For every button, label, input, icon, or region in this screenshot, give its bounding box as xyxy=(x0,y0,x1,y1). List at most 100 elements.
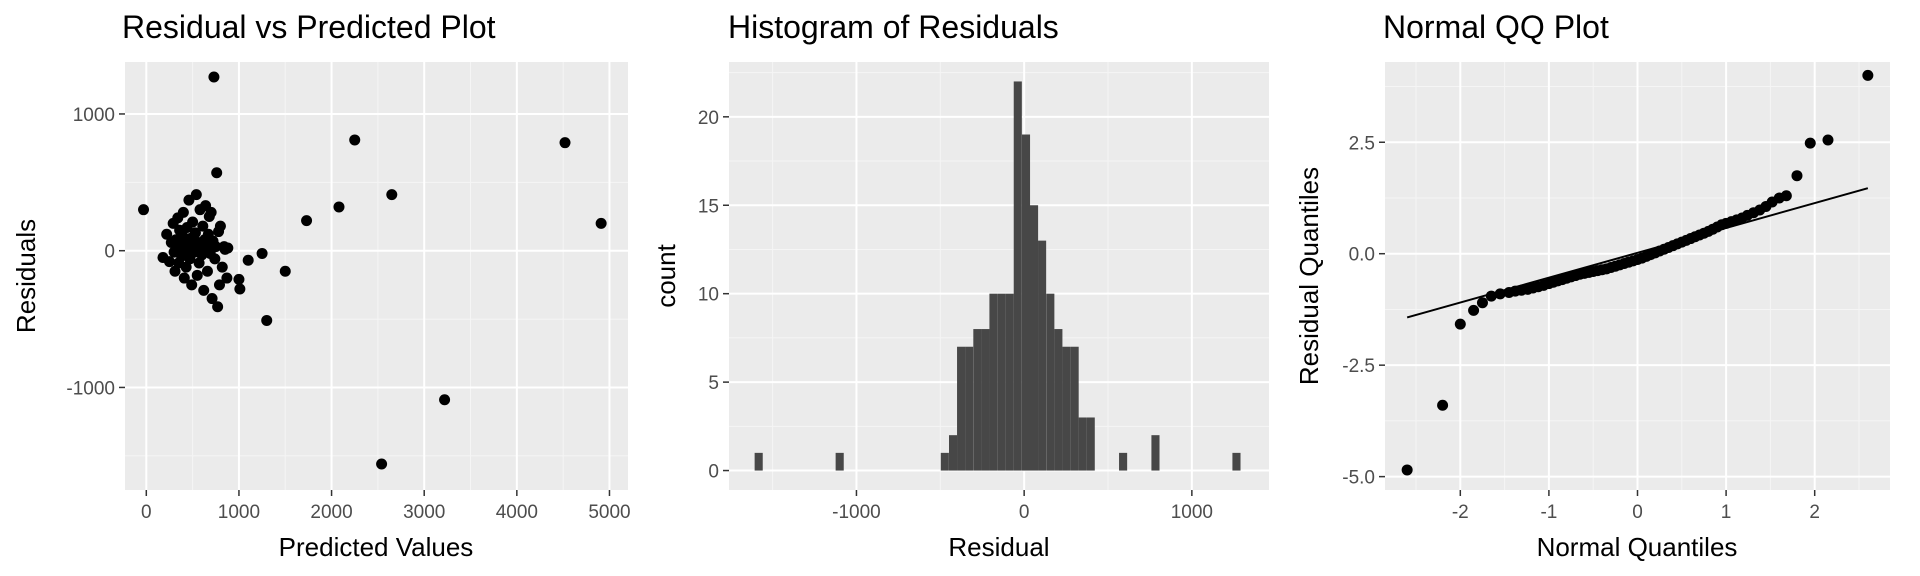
histogram-panel: Histogram of Residuals -1000 0 1000 0 5 10 15 2… xyxy=(651,9,1269,562)
data-point xyxy=(222,242,234,254)
histogram-bar xyxy=(1029,205,1039,471)
grid-lines xyxy=(1385,62,1890,490)
data-point xyxy=(206,293,218,305)
reference-line xyxy=(1406,187,1869,319)
data-point xyxy=(595,217,607,229)
histogram-bar xyxy=(1021,134,1031,471)
tick-marks: -2 -1 0 1 2 -5.0 -2.5 0.0 2.5 xyxy=(1342,133,1820,523)
data-point xyxy=(333,201,345,213)
data-points xyxy=(138,71,607,470)
histogram-bars xyxy=(754,81,1241,471)
x-tick-label: 0 xyxy=(1019,502,1030,523)
x-tick-label: 5000 xyxy=(588,502,630,523)
data-point xyxy=(221,272,233,284)
histogram-bar xyxy=(989,293,998,471)
data-point xyxy=(189,227,201,239)
chart-title: Histogram of Residuals xyxy=(728,9,1059,45)
x-tick-label: 0 xyxy=(141,502,152,523)
data-point xyxy=(1494,288,1506,300)
x-tick-label: 1 xyxy=(1721,502,1732,523)
histogram-bar xyxy=(940,452,949,471)
tick-marks: -1000 0 1000 0 5 10 15 20 xyxy=(698,108,1213,523)
data-point xyxy=(256,247,268,259)
data-point xyxy=(212,301,224,313)
normal-qq-panel: Normal QQ Plot -2 -1 0 1 2 -5.0 -2.5 0.0 2.5 Nor… xyxy=(1294,9,1890,562)
data-point xyxy=(138,204,150,216)
histogram-bar xyxy=(1038,240,1047,471)
y-tick-label: 5 xyxy=(708,373,719,394)
data-point xyxy=(190,189,202,201)
data-point xyxy=(1804,137,1816,149)
y-tick-label: -5.0 xyxy=(1342,468,1375,489)
x-axis-label: Normal Quantiles xyxy=(1537,532,1738,562)
y-tick-label: 0.0 xyxy=(1349,245,1375,266)
data-point xyxy=(214,220,226,232)
y-tick-label: 0 xyxy=(708,462,719,483)
residual-vs-predicted-panel: Residual vs Predicted Plot 0 1000 2000 3000… xyxy=(11,9,631,562)
data-point xyxy=(233,273,245,285)
data-point xyxy=(559,137,571,149)
data-point xyxy=(1454,318,1466,330)
data-point xyxy=(386,189,398,201)
tick-marks: 0 1000 2000 3000 4000 5000 -1000 0 1000 xyxy=(66,105,630,523)
histogram-bar xyxy=(835,452,844,471)
y-tick-label: 2.5 xyxy=(1349,133,1375,154)
histogram-bar xyxy=(1151,435,1160,471)
histogram-bar xyxy=(1086,417,1095,471)
data-point xyxy=(186,279,198,291)
x-tick-label: -2 xyxy=(1452,502,1469,523)
histogram-bar xyxy=(957,346,966,471)
x-tick-label: 4000 xyxy=(496,502,538,523)
y-tick-label: 0 xyxy=(104,242,115,263)
histogram-bar xyxy=(1046,293,1055,471)
data-point xyxy=(279,265,291,277)
data-point xyxy=(439,394,451,406)
histogram-bar xyxy=(1054,329,1063,471)
histogram-bar xyxy=(965,346,974,471)
y-axis-label: Residuals xyxy=(11,219,41,333)
chart-title: Normal QQ Plot xyxy=(1383,9,1609,45)
x-tick-label: -1 xyxy=(1540,502,1557,523)
data-point xyxy=(1485,290,1497,302)
data-point xyxy=(301,215,313,227)
histogram-bar xyxy=(1232,452,1241,471)
data-point xyxy=(196,249,208,261)
data-point xyxy=(210,241,222,253)
data-point xyxy=(201,265,213,277)
data-point xyxy=(187,216,199,228)
data-point xyxy=(180,261,192,273)
data-point xyxy=(1468,304,1480,316)
data-point xyxy=(213,279,225,291)
y-tick-label: 15 xyxy=(698,196,719,217)
x-tick-label: 1000 xyxy=(218,502,260,523)
y-tick-label: 20 xyxy=(698,108,719,129)
y-tick-label: -1000 xyxy=(66,378,115,399)
data-point xyxy=(1401,464,1413,476)
x-axis-label: Residual xyxy=(948,532,1049,562)
histogram-bar xyxy=(948,435,958,471)
data-point xyxy=(178,272,190,284)
x-axis-label: Predicted Values xyxy=(279,532,474,562)
chart-title: Residual vs Predicted Plot xyxy=(122,9,496,45)
data-points xyxy=(1401,69,1874,476)
data-point xyxy=(198,284,210,296)
histogram-bar xyxy=(754,452,763,471)
x-tick-label: 3000 xyxy=(403,502,445,523)
histogram-bar xyxy=(973,329,982,471)
data-point xyxy=(209,253,221,265)
data-point xyxy=(1822,134,1834,146)
data-point xyxy=(161,228,173,240)
data-point xyxy=(376,458,388,470)
data-point xyxy=(1476,297,1488,309)
histogram-bar xyxy=(1013,81,1022,471)
data-point xyxy=(211,167,223,179)
data-point xyxy=(242,254,254,266)
x-tick-label: 1000 xyxy=(1171,502,1213,523)
data-point xyxy=(234,283,246,295)
y-tick-label: -2.5 xyxy=(1342,356,1375,377)
data-point xyxy=(216,261,228,273)
data-point xyxy=(177,206,189,218)
y-axis-label: Residual Quantiles xyxy=(1294,167,1324,385)
histogram-bar xyxy=(1062,346,1071,471)
